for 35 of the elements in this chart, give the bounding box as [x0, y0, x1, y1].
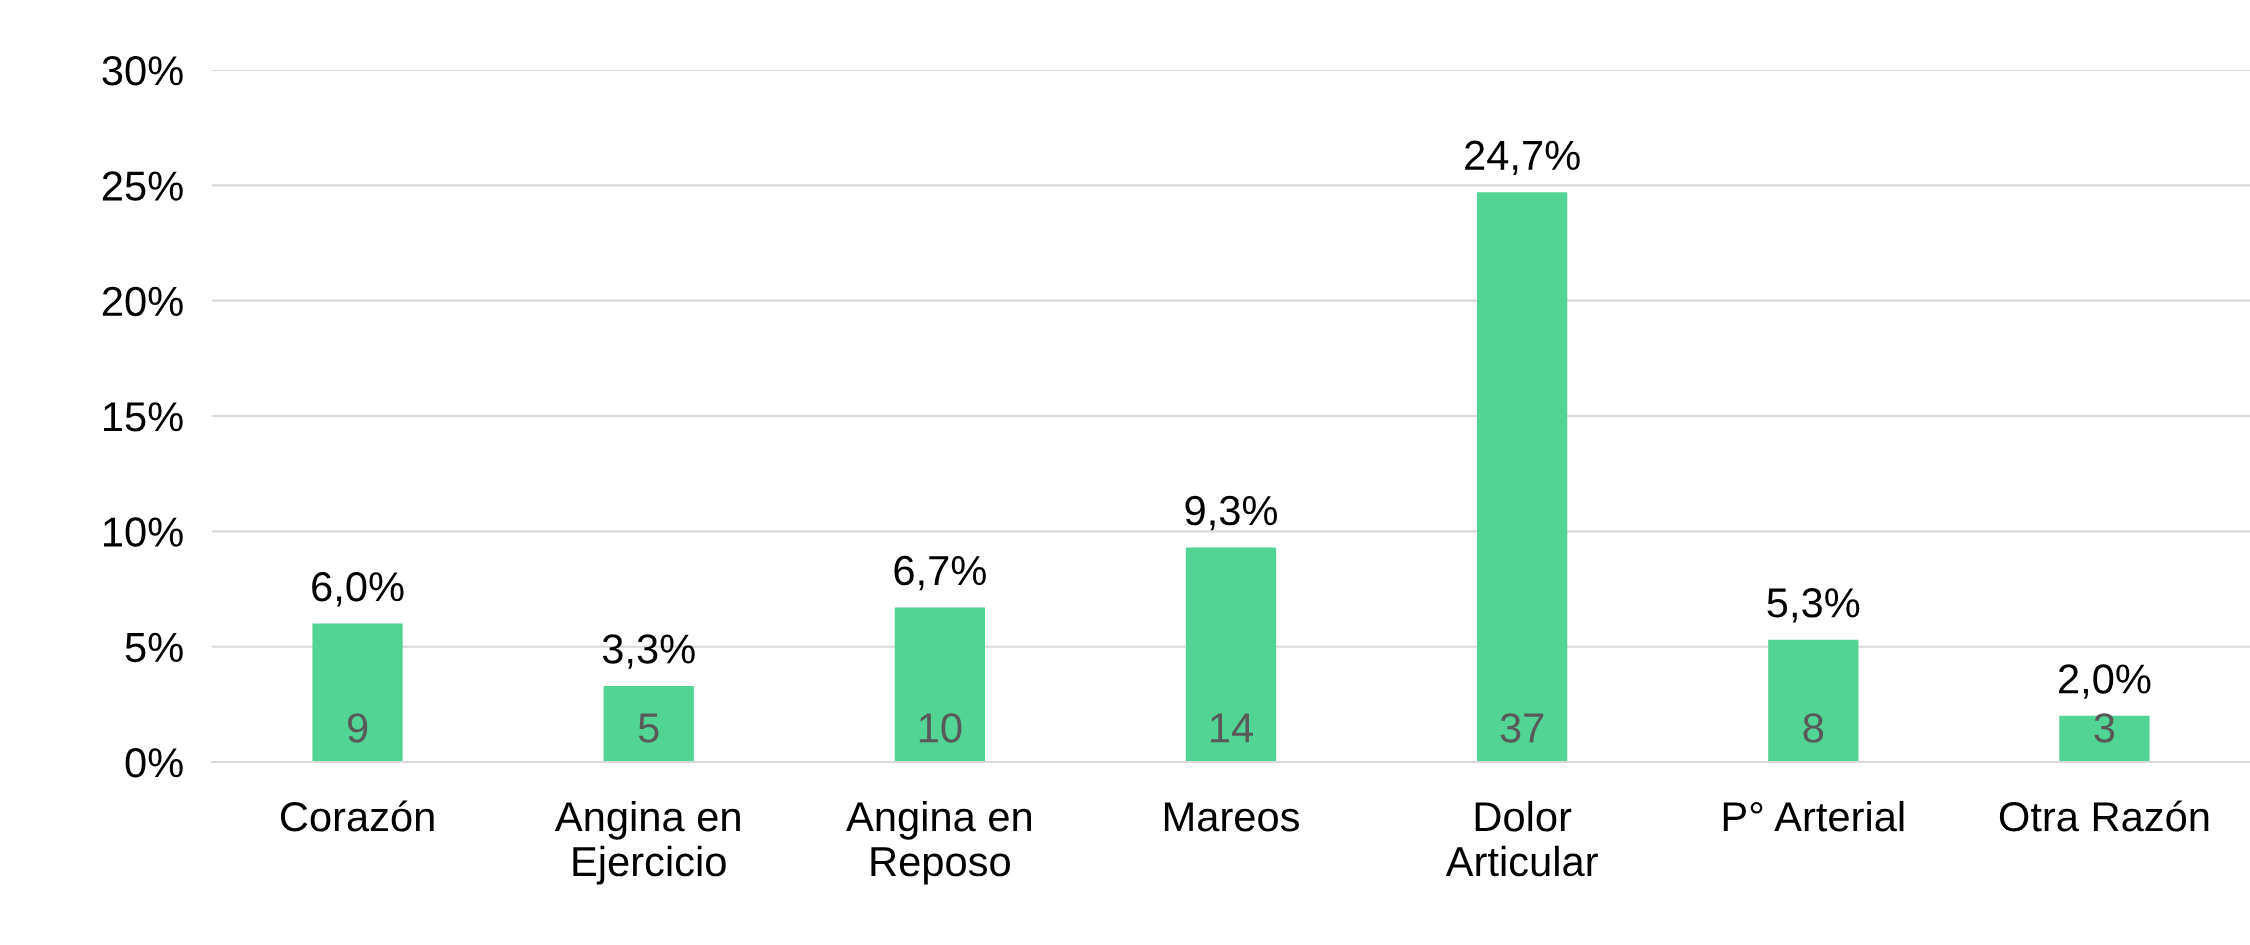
x-tick-label: Otra Razón — [1999, 800, 2209, 832]
data-label: 6,7% — [894, 555, 986, 591]
bar — [603, 685, 694, 762]
data-label: 9,3% — [1185, 495, 1278, 531]
data-label: 3,3% — [602, 634, 695, 669]
x-tick-label: Corazón — [280, 800, 434, 832]
y-tick-label: 20% — [102, 286, 183, 317]
x-tick-label: P° Arterial — [1723, 800, 1904, 832]
bar — [2059, 715, 2150, 762]
annotation: 8 — [1803, 713, 1824, 743]
annotation: 10 — [919, 713, 962, 743]
bar — [312, 623, 403, 762]
annotation: 14 — [1211, 713, 1253, 743]
x-tick-label: Mareos — [1164, 802, 1299, 832]
bar — [894, 607, 985, 762]
y-tick-label: 15% — [104, 402, 183, 432]
y-tick-label: 0% — [125, 748, 183, 778]
data-label: 2,0% — [2059, 664, 2151, 699]
data-label: 5,3% — [1767, 588, 1860, 623]
annotation: 5 — [638, 713, 659, 743]
bar — [1768, 639, 1859, 762]
annotation: 9 — [347, 713, 368, 743]
data-label: 24,7% — [1465, 140, 1580, 176]
bar — [1185, 547, 1277, 762]
x-tick-label: Angina en Reposo — [846, 800, 1031, 885]
annotation: 3 — [2094, 713, 2115, 743]
annotation: 37 — [1500, 713, 1544, 743]
y-tick-label: 5% — [125, 632, 183, 663]
x-tick-label: Angina en Ejercicio — [554, 800, 740, 885]
y-tick-label: 30% — [102, 56, 183, 86]
data-label: 6,0% — [312, 571, 404, 607]
y-tick-label: 10% — [104, 517, 183, 547]
y-tick-label: 25% — [102, 171, 183, 201]
x-tick-label: Dolor Articular — [1445, 800, 1598, 877]
bar — [1477, 192, 1568, 762]
